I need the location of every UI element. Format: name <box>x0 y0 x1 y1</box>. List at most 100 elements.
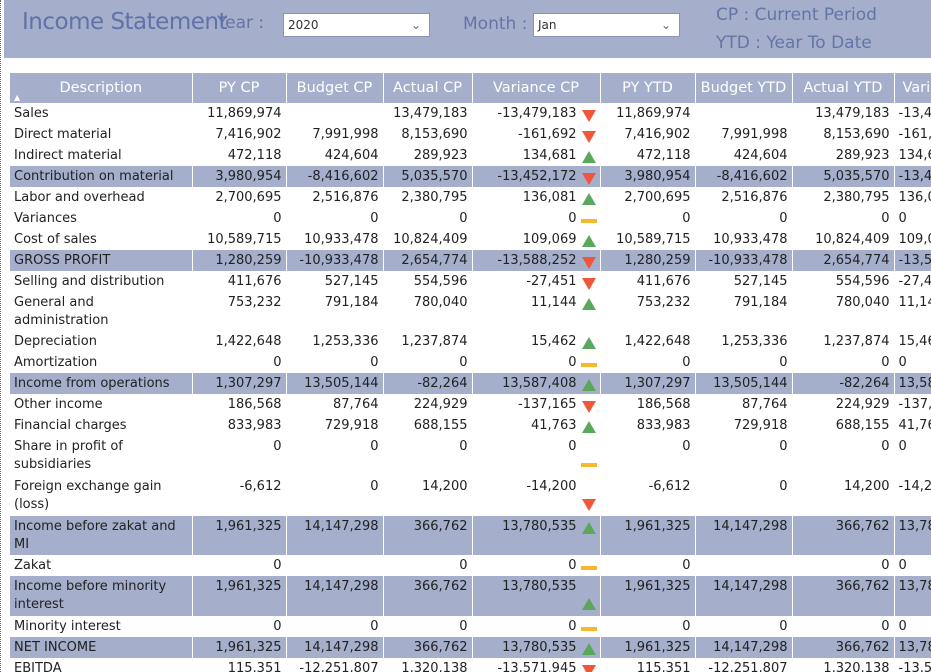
cell-budget-cp: 0 <box>286 352 384 373</box>
cell-budget-ytd: 7,991,998 <box>695 124 793 145</box>
table-row[interactable]: EBITDA 115,351 -12,251,807 1,320,138 -13,571… <box>10 658 931 672</box>
cell-budget-ytd: 13,505,144 <box>695 373 793 394</box>
table-row[interactable]: GROSS PROFIT 1,280,259 -10,933,478 2,654,77… <box>10 250 931 271</box>
cell-variance-ytd: 13,780,535 <box>894 637 931 658</box>
row-description: Indirect material <box>10 145 193 166</box>
canvas-border <box>0 0 4 672</box>
cell-budget-ytd: 2,516,876 <box>695 187 793 208</box>
cell-py-cp: 3,980,954 <box>192 166 287 187</box>
sort-asc-icon[interactable]: ▲ <box>14 93 21 102</box>
cell-actual-cp: 13,479,183 <box>383 103 473 124</box>
month-dropdown[interactable]: Jan ⌄ <box>533 13 680 37</box>
table-row[interactable]: Selling and distribution 411,676 527,145 55… <box>10 271 931 292</box>
cell-variance-cp: 13,780,535 <box>472 576 601 616</box>
cell-budget-cp: 424,604 <box>286 145 384 166</box>
cell-actual-ytd: 8,153,690 <box>792 124 895 145</box>
table-row[interactable]: Labor and overhead 2,700,695 2,516,876 2,38… <box>10 187 931 208</box>
variance-value: -14,200 <box>526 479 577 494</box>
cell-variance-cp: -13,571,945 <box>472 658 601 672</box>
table-row[interactable]: Depreciation 1,422,648 1,253,336 1,237,874 1… <box>10 331 931 352</box>
table-row[interactable]: Income from operations 1,307,297 13,505,14… <box>10 373 931 394</box>
cell-variance-cp: -14,200 <box>472 476 601 516</box>
cell-py-ytd: 11,869,974 <box>600 103 696 124</box>
cell-py-cp: 10,589,715 <box>192 229 287 250</box>
table-row[interactable]: Variances 0 0 0 0 0 0 0 0 <box>10 208 931 229</box>
col-header-description[interactable]: Description ▲ <box>10 73 193 103</box>
table-row[interactable]: Zakat 0 0 0 0 0 0 <box>10 555 931 576</box>
triangle-up-icon <box>580 642 598 656</box>
variance-value: -13,588,252 <box>497 253 577 268</box>
cell-py-cp: -6,612 <box>192 476 287 516</box>
cell-budget-ytd: -10,933,478 <box>695 250 793 271</box>
cell-py-ytd: 833,983 <box>600 415 696 436</box>
chevron-down-icon: ⌄ <box>410 18 421 32</box>
row-description: Financial charges <box>10 415 193 436</box>
table-row[interactable]: Direct material 7,416,902 7,991,998 8,153,6… <box>10 124 931 145</box>
cell-actual-ytd: 366,762 <box>792 516 895 555</box>
table-row[interactable]: NET INCOME 1,961,325 14,147,298 366,762 13,7… <box>10 637 931 658</box>
cell-variance-ytd: -14,200 <box>894 476 931 516</box>
table-row[interactable]: Foreign exchange gain (loss) -6,612 0 14,20… <box>10 476 931 516</box>
cell-py-cp: 186,568 <box>192 394 287 415</box>
cell-variance-cp: 0 <box>472 616 601 637</box>
table-row[interactable]: Share in profit of subsidiaries 0 0 0 0 0 0 0 0 <box>10 436 931 476</box>
cell-py-ytd: -6,612 <box>600 476 696 516</box>
table-row[interactable]: Income before zakat and MI 1,961,325 14,14… <box>10 516 931 555</box>
cell-budget-ytd: 0 <box>695 436 793 476</box>
triangle-down-icon <box>580 399 598 413</box>
cell-variance-cp: 0 <box>472 352 601 373</box>
row-description: Share in profit of subsidiaries <box>10 436 193 476</box>
cell-actual-ytd: 0 <box>792 352 895 373</box>
cell-budget-cp: 1,253,336 <box>286 331 384 352</box>
cell-variance-cp: 0 <box>472 555 601 576</box>
table-row[interactable]: General and administration 753,232 791,184… <box>10 292 931 331</box>
cell-budget-cp: 14,147,298 <box>286 637 384 658</box>
cell-actual-cp: 366,762 <box>383 576 473 616</box>
cell-budget-ytd: 0 <box>695 616 793 637</box>
col-header-py-cp[interactable]: PY CP <box>192 73 287 103</box>
row-description: Selling and distribution <box>10 271 193 292</box>
cell-variance-cp: 13,780,535 <box>472 516 601 555</box>
cell-variance-cp: 15,462 <box>472 331 601 352</box>
col-header-variance-cp[interactable]: Variance CP <box>472 73 601 103</box>
table-row[interactable]: Other income 186,568 87,764 224,929 -137,165… <box>10 394 931 415</box>
cell-py-cp: 472,118 <box>192 145 287 166</box>
cell-actual-cp: 289,923 <box>383 145 473 166</box>
dash-icon <box>580 213 598 227</box>
cell-budget-cp: 0 <box>286 208 384 229</box>
col-header-actual-cp[interactable]: Actual CP <box>383 73 473 103</box>
cell-actual-ytd: 554,596 <box>792 271 895 292</box>
cell-budget-cp: 527,145 <box>286 271 384 292</box>
cell-actual-ytd: 289,923 <box>792 145 895 166</box>
cell-budget-ytd: 791,184 <box>695 292 793 331</box>
year-dropdown[interactable]: 2020 ⌄ <box>283 13 430 37</box>
triangle-up-icon <box>580 521 598 535</box>
row-description: Labor and overhead <box>10 187 193 208</box>
col-header-actual-ytd[interactable]: Actual YTD <box>792 73 895 103</box>
cell-actual-ytd: 224,929 <box>792 394 895 415</box>
cell-py-ytd: 1,422,648 <box>600 331 696 352</box>
variance-value: -13,479,183 <box>497 106 577 121</box>
col-header-variance-ytd[interactable]: Variance YTD <box>894 73 931 103</box>
table-row[interactable]: Cost of sales 10,589,715 10,933,478 10,824,… <box>10 229 931 250</box>
table-row[interactable]: Contribution on material 3,980,954 -8,416,… <box>10 166 931 187</box>
table-row[interactable]: Sales 11,869,974 13,479,183 -13,479,183 11,8… <box>10 103 931 124</box>
table-row[interactable]: Financial charges 833,983 729,918 688,155 41… <box>10 415 931 436</box>
cell-actual-cp: 224,929 <box>383 394 473 415</box>
cell-py-cp: 1,961,325 <box>192 637 287 658</box>
cell-py-ytd: 1,961,325 <box>600 637 696 658</box>
table-row[interactable]: Indirect material 472,118 424,604 289,923 13… <box>10 145 931 166</box>
col-header-budget-cp[interactable]: Budget CP <box>286 73 384 103</box>
cell-variance-ytd: 13,587,408 <box>894 373 931 394</box>
variance-value: -13,452,172 <box>497 169 577 184</box>
cell-budget-ytd: 10,933,478 <box>695 229 793 250</box>
cell-budget-cp <box>286 103 384 124</box>
table-row[interactable]: Income before minority interest 1,961,325… <box>10 576 931 616</box>
table-row[interactable]: Minority interest 0 0 0 0 0 0 0 0 <box>10 616 931 637</box>
table-row[interactable]: Amortization 0 0 0 0 0 0 0 0 <box>10 352 931 373</box>
cell-py-cp: 753,232 <box>192 292 287 331</box>
cell-budget-cp: -8,416,602 <box>286 166 384 187</box>
col-header-py-ytd[interactable]: PY YTD <box>600 73 696 103</box>
col-header-budget-ytd[interactable]: Budget YTD <box>695 73 793 103</box>
row-description: Minority interest <box>10 616 193 637</box>
